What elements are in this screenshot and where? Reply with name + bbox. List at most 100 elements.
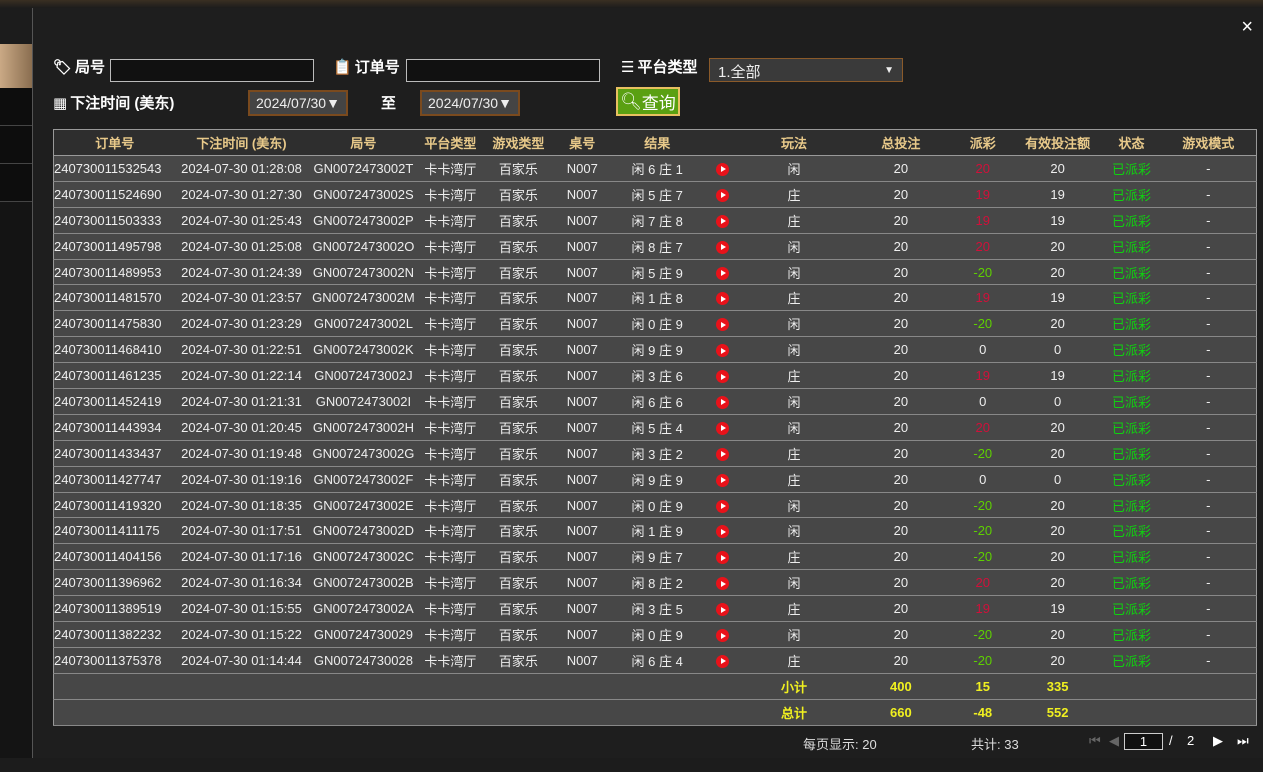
date-to-picker[interactable]: 2024/07/30▼ — [420, 90, 520, 116]
game-mode-cell: - — [1160, 647, 1257, 674]
valid-bet-cell: 20 — [1012, 647, 1103, 674]
play-replay-icon[interactable] — [715, 370, 729, 384]
play-replay-icon[interactable] — [715, 551, 729, 565]
play-replay-icon[interactable] — [715, 162, 729, 176]
order-id-cell: 240730011411175 — [53, 517, 176, 545]
next-page-icon[interactable]: ▶ — [1213, 733, 1223, 748]
empty-cell — [705, 673, 740, 700]
bet-table: 订单号 下注时间 (美东) 局号 平台类型 游戏类型 桌号 结果 玩法 总投注 派彩 有效投注额 状态… — [53, 129, 1257, 726]
replay-cell — [705, 362, 740, 390]
bet-time-cell: 2024-07-30 01:21:31 — [175, 388, 308, 415]
valid-bet-cell: 0 — [1012, 466, 1103, 493]
table-no-cell: N007 — [555, 233, 610, 260]
status-cell: 已派彩 — [1102, 414, 1161, 441]
bet-time-cell: 2024-07-30 01:18:35 — [175, 492, 308, 519]
platform-cell: 卡卡湾厅 — [419, 595, 482, 623]
play-replay-icon[interactable] — [715, 266, 729, 280]
platform-select[interactable]: 1.全部 ▼ — [709, 58, 903, 82]
platform-cell: 卡卡湾厅 — [419, 181, 482, 208]
round-id-cell: GN0072473002N — [307, 259, 420, 286]
result-cell: 闲 7 庄 8 — [609, 207, 706, 234]
round-input[interactable] — [110, 59, 314, 82]
order-id-cell: 240730011389519 — [53, 595, 176, 623]
table-row: 240730011404156 2024-07-30 01:17:16 GN0072… — [53, 543, 1257, 571]
result-cell: 闲 9 庄 9 — [609, 336, 706, 364]
first-page-icon[interactable]: ⏮ — [1089, 733, 1101, 748]
bet-time-cell: 2024-07-30 01:19:16 — [175, 466, 308, 493]
round-id-cell: GN0072473002B — [307, 569, 420, 597]
bet-time-cell: 2024-07-30 01:25:43 — [175, 207, 308, 234]
valid-bet-cell: 20 — [1012, 543, 1103, 571]
round-id-cell: GN0072473002C — [307, 543, 420, 571]
play-replay-icon[interactable] — [715, 525, 729, 539]
play-cell: 庄 — [739, 595, 849, 623]
order-input[interactable] — [406, 59, 600, 82]
play-replay-icon[interactable] — [715, 629, 729, 642]
round-id-cell: GN0072473002M — [307, 284, 420, 312]
play-replay-icon[interactable] — [715, 318, 729, 332]
game-type-cell: 百家乐 — [481, 647, 556, 674]
play-cell: 闲 — [739, 517, 849, 545]
round-id-cell: GN0072473002H — [307, 414, 420, 441]
game-type-cell: 百家乐 — [481, 543, 556, 571]
table-row: 240730011419320 2024-07-30 01:18:35 GN0072… — [53, 492, 1257, 519]
round-id-cell: GN0072473002G — [307, 440, 420, 467]
round-id-cell: GN0072473002A — [307, 595, 420, 623]
play-replay-icon[interactable] — [715, 188, 729, 202]
replay-cell — [705, 310, 740, 338]
payout-cell: -20 — [952, 440, 1013, 467]
order-id-cell: 240730011524690 — [53, 181, 176, 208]
result-cell: 闲 1 庄 8 — [609, 284, 706, 312]
play-cell: 闲 — [739, 233, 849, 260]
total-bet-cell: 20 — [848, 492, 953, 519]
table-header: 订单号 下注时间 (美东) 局号 平台类型 游戏类型 桌号 结果 玩法 总投注 派彩 有效投注额 状态… — [53, 129, 1257, 156]
empty-cell — [419, 673, 482, 700]
result-cell: 闲 9 庄 9 — [609, 466, 706, 493]
table-no-cell: N007 — [555, 466, 610, 493]
payout-cell: 0 — [952, 388, 1013, 415]
empty-cell — [481, 673, 556, 700]
total-bet-cell: 20 — [848, 310, 953, 338]
date-from-picker[interactable]: 2024/07/30▼ — [248, 90, 348, 116]
prev-page-icon[interactable]: ◀ — [1109, 733, 1119, 748]
play-replay-icon[interactable] — [715, 292, 729, 306]
play-replay-icon[interactable] — [715, 603, 729, 617]
empty-cell — [53, 673, 176, 700]
query-button[interactable]: 🔍︎ 查询 — [616, 87, 680, 116]
last-page-icon[interactable]: ⏭ — [1237, 733, 1249, 748]
column-header: 平台类型 — [419, 129, 482, 156]
column-header: 玩法 — [739, 129, 849, 156]
valid-bet-cell: 0 — [1012, 388, 1103, 415]
play-replay-icon[interactable] — [715, 214, 729, 228]
platform-cell: 卡卡湾厅 — [419, 362, 482, 390]
total-pages: 2 — [1187, 733, 1195, 748]
table-no-cell: N007 — [555, 362, 610, 390]
page-input[interactable] — [1124, 733, 1163, 750]
game-mode-cell: - — [1160, 284, 1257, 312]
play-replay-icon[interactable] — [715, 499, 729, 513]
game-type-cell: 百家乐 — [481, 155, 556, 182]
play-replay-icon[interactable] — [715, 447, 729, 461]
payout-cell: -20 — [952, 517, 1013, 545]
column-header: 总投注 — [848, 129, 953, 156]
close-icon[interactable]: × — [1241, 16, 1253, 38]
play-replay-icon[interactable] — [715, 473, 729, 487]
platform-cell: 卡卡湾厅 — [419, 647, 482, 674]
payout-cell: 19 — [952, 284, 1013, 312]
play-replay-icon[interactable] — [715, 395, 729, 409]
table-row: 240730011389519 2024-07-30 01:15:55 GN0072… — [53, 595, 1257, 623]
play-replay-icon[interactable] — [715, 654, 729, 668]
game-mode-cell: - — [1160, 155, 1257, 182]
play-replay-icon[interactable] — [715, 421, 729, 435]
round-id-cell: GN0072473002T — [307, 155, 420, 182]
game-type-cell: 百家乐 — [481, 181, 556, 208]
status-cell: 已派彩 — [1102, 492, 1161, 519]
play-replay-icon[interactable] — [715, 240, 729, 254]
table-no-cell: N007 — [555, 543, 610, 571]
list-icon: ☰ — [621, 58, 635, 76]
chevron-down-icon: ▼ — [884, 65, 894, 76]
play-replay-icon[interactable] — [715, 344, 729, 358]
table-row: 240730011382232 2024-07-30 01:15:22 GN0072… — [53, 621, 1257, 648]
play-replay-icon[interactable] — [715, 577, 729, 591]
to-label: 至 — [381, 95, 397, 112]
